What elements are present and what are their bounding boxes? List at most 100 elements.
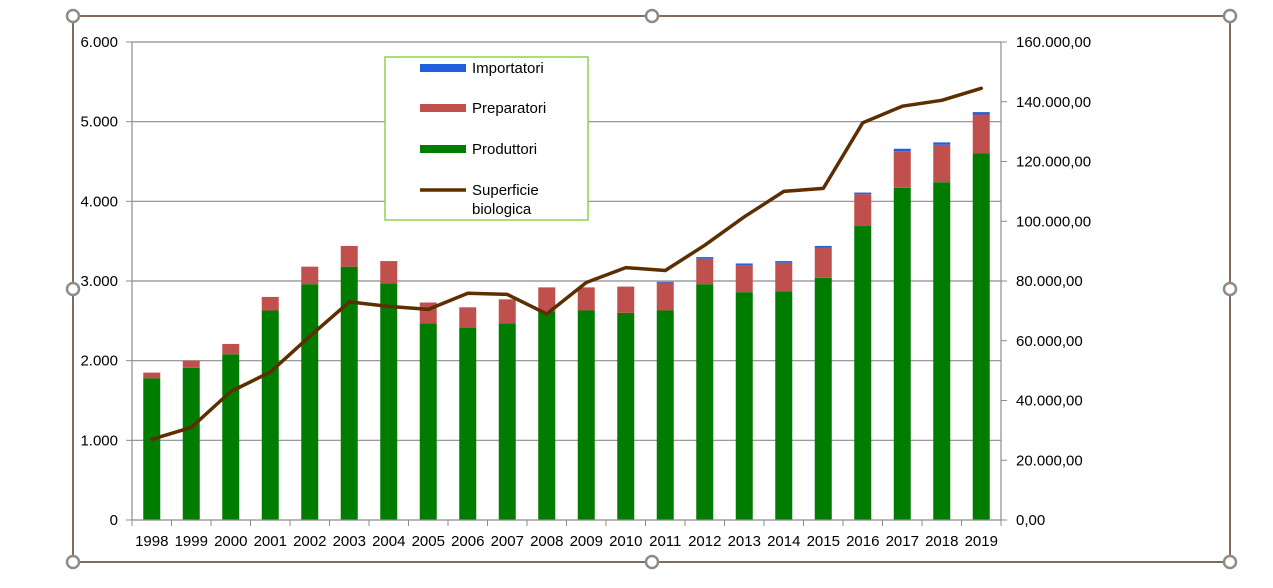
bar-produttori [419, 323, 437, 520]
bar-preparatori [538, 287, 556, 312]
resize-handle[interactable] [644, 8, 660, 24]
bar-produttori [340, 266, 358, 520]
resize-handle[interactable] [1222, 8, 1238, 24]
bar-importatori [893, 148, 911, 152]
bar-preparatori [340, 245, 358, 267]
left-axis-tick-label: 6.000 [80, 34, 118, 51]
bar-preparatori [893, 151, 911, 188]
bar-preparatori [854, 194, 872, 227]
resize-handle[interactable] [1222, 554, 1238, 570]
bar-preparatori [972, 114, 990, 154]
x-axis-tick-label: 2016 [846, 533, 879, 550]
bar-produttori [854, 226, 872, 520]
legend-swatch-preparatori [420, 104, 466, 112]
x-axis-tick-label: 2009 [570, 533, 603, 550]
bar-produttori [617, 312, 635, 520]
left-axis-tick-label: 4.000 [80, 193, 118, 210]
x-axis-tick-label: 2012 [688, 533, 721, 550]
resize-handle[interactable] [65, 281, 81, 297]
bar-produttori [577, 310, 595, 520]
bar-preparatori [775, 262, 793, 292]
bar-preparatori [656, 282, 674, 311]
selection-handles[interactable] [65, 8, 1238, 570]
right-axis-tick-label: 40.000,00 [1016, 393, 1083, 410]
right-axis-tick-label: 120.000,00 [1016, 154, 1091, 171]
x-axis-tick-label: 1998 [135, 533, 168, 550]
bar-preparatori [933, 144, 951, 183]
axes: 0 1.000 2.000 3.000 4.000 5.000 6.000 0,00 20.00… [80, 34, 1091, 550]
bar-importatori [696, 257, 714, 259]
legend-label-line: biologica [472, 201, 532, 218]
bar-preparatori [222, 343, 240, 355]
bar-produttori [261, 310, 279, 520]
bar-produttori [972, 153, 990, 521]
left-axis-tick-label: 2.000 [80, 353, 118, 370]
bar-preparatori [577, 287, 595, 311]
bar-preparatori [617, 286, 635, 313]
right-axis-tick-label: 0,00 [1016, 512, 1045, 529]
legend-label-line: Superficie [472, 182, 539, 199]
x-axis-tick-label: 2010 [609, 533, 642, 550]
right-axis-tick-label: 20.000,00 [1016, 452, 1083, 469]
bar-produttori [182, 367, 200, 520]
bar-preparatori [182, 360, 200, 368]
bar-produttori [222, 354, 240, 520]
bar-produttori [143, 378, 161, 520]
right-axis-tick-label: 140.000,00 [1016, 94, 1091, 111]
x-axis-tick-label: 2018 [925, 533, 958, 550]
bar-preparatori [814, 247, 832, 278]
bar-produttori [933, 182, 951, 521]
bar-produttori [301, 284, 319, 520]
right-axis-tick-label: 100.000,00 [1016, 213, 1091, 230]
legend-label-superficie: Superficie biologica [472, 182, 539, 218]
x-axis-tick-label: 2017 [886, 533, 919, 550]
bar-preparatori [301, 266, 319, 285]
resize-handle[interactable] [65, 8, 81, 24]
legend: Importatori Preparatori Produttori Superfic… [384, 56, 589, 221]
bar-preparatori [143, 372, 161, 379]
bar-produttori [656, 310, 674, 520]
superficie-biologica-line [150, 86, 984, 442]
x-axis-tick-label: 2014 [767, 533, 800, 550]
x-axis-tick-label: 2008 [530, 533, 563, 550]
x-axis-tick-label: 1999 [175, 533, 208, 550]
superficie-line-layer [150, 86, 984, 442]
x-axis-tick-label: 2004 [372, 533, 405, 550]
bar-preparatori [735, 265, 753, 293]
resize-handle[interactable] [644, 554, 660, 570]
bar-produttori [459, 328, 477, 520]
legend-label-produttori: Produttori [472, 141, 537, 158]
resize-handle[interactable] [1222, 281, 1238, 297]
x-axis-tick-label: 2007 [491, 533, 524, 550]
bar-produttori [538, 311, 556, 520]
left-axis-tick-label: 3.000 [80, 273, 118, 290]
legend-swatch-produttori [420, 145, 466, 153]
x-axis-tick-label: 2019 [965, 533, 998, 550]
left-axis-tick-label: 1.000 [80, 432, 118, 449]
bar-produttori [814, 277, 832, 520]
x-axis-tick-label: 2006 [451, 533, 484, 550]
x-axis-tick-label: 2013 [728, 533, 761, 550]
legend-label-preparatori: Preparatori [472, 100, 546, 117]
bar-preparatori [498, 299, 516, 324]
bar-produttori [498, 323, 516, 520]
x-axis-tick-label: 2003 [333, 533, 366, 550]
legend-label-importatori: Importatori [472, 60, 544, 77]
x-axis-tick-label: 2002 [293, 533, 326, 550]
right-axis-tick-label: 80.000,00 [1016, 273, 1083, 290]
bar-produttori [380, 283, 398, 520]
right-axis-tick-label: 160.000,00 [1016, 34, 1091, 51]
x-axis-tick-label: 2001 [254, 533, 287, 550]
bars [143, 112, 990, 521]
bar-produttori [696, 284, 714, 520]
bar-produttori [775, 291, 793, 520]
x-axis-tick-label: 2000 [214, 533, 247, 550]
legend-swatch-importatori [420, 64, 466, 72]
right-axis-tick-label: 60.000,00 [1016, 333, 1083, 350]
x-axis-tick-label: 2015 [807, 533, 840, 550]
resize-handle[interactable] [65, 554, 81, 570]
bar-importatori [656, 281, 674, 283]
bar-importatori [854, 192, 872, 195]
legend-box [384, 56, 589, 221]
